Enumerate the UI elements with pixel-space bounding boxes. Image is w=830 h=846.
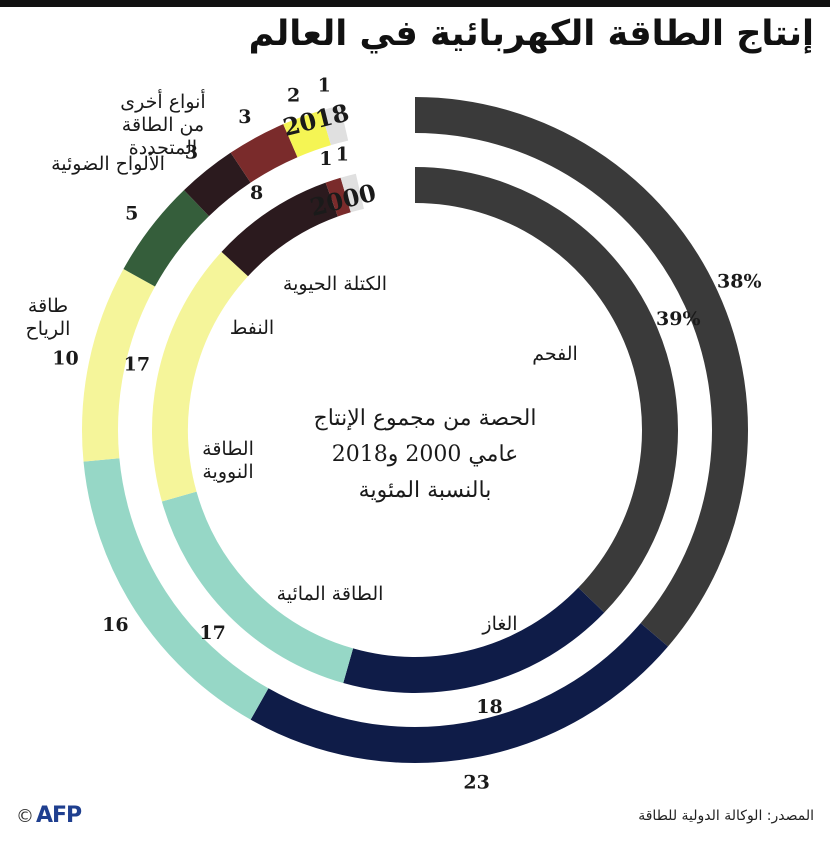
- ring-segment-2000-2: [161, 491, 354, 684]
- ring-segment-2000-8: [340, 173, 365, 213]
- ring-segment-2018-8: [320, 105, 349, 146]
- value-label-2000-0: 39%: [656, 308, 701, 330]
- center-label-line-1: عامي 2000 و2018: [332, 442, 519, 467]
- category-label-4-line-0: طاقة: [28, 295, 68, 317]
- ring-segment-2018-1: [250, 623, 668, 763]
- value-label-2018-6: 3: [238, 106, 251, 128]
- ring-segment-2000-6: [325, 177, 351, 217]
- category-label-2-line-0: الطاقة المائية: [277, 583, 384, 605]
- ring-segment-2018-5: [184, 152, 251, 217]
- category-label-1-line-0: الغاز: [481, 613, 517, 635]
- year-label-2000: 2000: [307, 178, 379, 222]
- value-label-2000-5: 8: [250, 182, 263, 204]
- ring-segment-2018-3: [82, 269, 156, 462]
- ring-segment-2018-0: [414, 97, 748, 647]
- category-label-8-line-0: أنواع أخرى: [120, 88, 205, 113]
- center-label-line-0: الحصة من مجموع الإنتاج: [314, 406, 537, 431]
- value-label-2018-2: 16: [102, 614, 128, 636]
- category-label-3-line-0: الطاقة: [202, 438, 254, 460]
- ring-segment-2018-2: [83, 458, 269, 720]
- category-label-7-line-0: الألواح الضوئية: [51, 151, 165, 175]
- value-label-2000-2: 17: [199, 622, 225, 644]
- copyright-symbol: ©: [16, 806, 34, 827]
- ring-segment-2000-1: [343, 587, 605, 693]
- top-bar: [0, 0, 830, 7]
- category-label-8-line-2: المتجددة: [129, 137, 197, 159]
- value-label-2000-6: 1: [319, 148, 332, 170]
- value-label-2018-5: 3: [185, 142, 198, 164]
- chart-title: إنتاج الطاقة الكهربائية في العالم: [248, 14, 814, 54]
- afp-logo: © AFP: [16, 803, 82, 828]
- value-label-2018-8: 1: [318, 75, 331, 97]
- ring-segment-2000-5: [221, 182, 339, 277]
- category-label-8-line-1: من الطاقة: [122, 114, 204, 136]
- ring-segment-2018-7: [283, 110, 332, 158]
- category-label-4-line-1: الرياح: [26, 318, 71, 340]
- center-label-line-2: بالنسبة المئوية: [359, 478, 492, 503]
- source-note: المصدر: الوكالة الدولية للطاقة: [638, 808, 814, 824]
- value-label-2018-7: 2: [287, 84, 300, 106]
- value-label-2000-3: 17: [124, 354, 150, 376]
- category-label-6-line-0: الكتلة الحيوية: [283, 273, 387, 295]
- category-label-0-line-0: الفحم: [532, 343, 578, 365]
- value-label-2000-8: 1: [336, 143, 349, 165]
- category-label-5-line-0: النفط: [230, 317, 274, 339]
- ring-segment-2000-0: [414, 167, 678, 613]
- value-label-2018-3: 10: [52, 347, 78, 369]
- value-label-2018-1: 23: [463, 772, 489, 794]
- logo-text: AFP: [36, 803, 82, 828]
- category-label-3-line-1: النووية: [202, 461, 253, 483]
- value-label-2018-4: 5: [125, 203, 138, 225]
- ring-segment-2018-6: [230, 124, 298, 183]
- value-label-2000-1: 18: [476, 696, 502, 718]
- ring-segment-2000-3: [152, 251, 249, 502]
- value-label-2018-0: 38%: [717, 271, 762, 293]
- ring-segment-2018-4: [123, 190, 210, 287]
